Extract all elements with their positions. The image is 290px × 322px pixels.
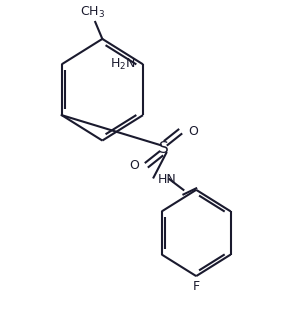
Text: H$_2$N: H$_2$N — [110, 57, 136, 72]
Text: O: O — [188, 125, 198, 138]
Text: S: S — [159, 141, 168, 156]
Text: F: F — [193, 280, 200, 293]
Text: CH$_3$: CH$_3$ — [80, 5, 105, 20]
Text: O: O — [129, 159, 139, 172]
Text: HN: HN — [158, 173, 177, 185]
